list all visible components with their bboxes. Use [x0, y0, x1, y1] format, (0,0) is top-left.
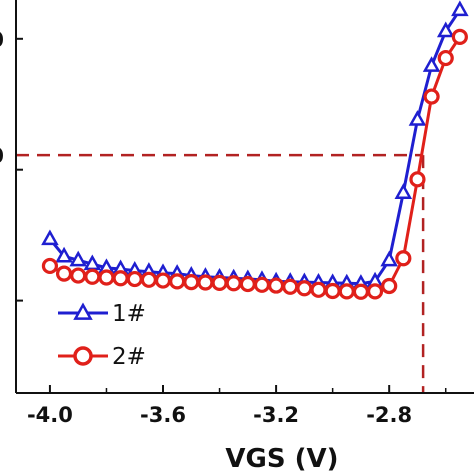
data-point-2-14 — [239, 275, 256, 293]
data-point-2-4 — [98, 269, 115, 286]
data-point-2-20 — [324, 282, 341, 300]
data-point-2-0 — [41, 257, 59, 275]
data-point-1-1 — [55, 246, 73, 263]
data-point-2-13 — [225, 275, 242, 292]
data-point-2-5 — [112, 270, 129, 287]
data-point-1-0 — [41, 229, 59, 246]
series-1 — [41, 0, 469, 290]
data-point-2-8 — [154, 272, 172, 289]
data-point-2-23 — [366, 283, 384, 300]
legend-label-1: 1# — [112, 301, 146, 327]
data-point-1-26 — [408, 110, 427, 126]
reference-lines — [16, 153, 425, 393]
legend-marker-circle — [73, 346, 93, 366]
y-tick-label-0: 0 — [0, 28, 4, 52]
data-point-2-26 — [409, 171, 426, 188]
data-point-2-18 — [296, 280, 313, 297]
data-point-2-9 — [169, 273, 186, 290]
data-point-1-28 — [436, 21, 455, 38]
data-point-2-28 — [437, 49, 454, 67]
data-point-2-15 — [253, 276, 271, 293]
x-axis-title: VGS (V) — [225, 444, 338, 474]
data-point-2-25 — [395, 250, 412, 267]
data-point-2-24 — [381, 277, 398, 295]
data-point-2-21 — [338, 283, 355, 300]
x-tick-label-3: -2.8 — [366, 403, 412, 427]
legend-marker-triangle — [73, 302, 93, 320]
data-point-1-3 — [83, 254, 102, 271]
legend-item-1: 1# — [58, 301, 146, 327]
series-line-1 — [48, 9, 462, 286]
data-point-2-12 — [211, 274, 228, 291]
data-point-1-27 — [422, 56, 441, 72]
data-point-2-6 — [126, 270, 143, 288]
y-tick-label-1: 0 — [0, 144, 4, 168]
data-point-1-2 — [69, 250, 87, 267]
data-point-2-17 — [282, 278, 299, 295]
x-tick-label-1: -3.6 — [140, 403, 186, 427]
data-point-2-2 — [70, 267, 87, 284]
data-point-2-22 — [352, 283, 370, 300]
legend: 1# 2# — [58, 301, 146, 370]
data-point-2-10 — [183, 274, 200, 291]
series-layer — [41, 0, 469, 300]
data-point-2-27 — [423, 88, 440, 105]
series-2 — [41, 28, 468, 300]
data-point-1-29 — [451, 0, 469, 17]
data-point-2-19 — [310, 281, 327, 298]
data-point-2-3 — [84, 268, 101, 285]
data-point-2-7 — [140, 271, 157, 288]
legend-item-2: 2# — [58, 344, 146, 370]
data-point-2-1 — [55, 265, 73, 282]
x-tick-label-2: -3.2 — [253, 403, 299, 427]
data-point-2-16 — [267, 277, 285, 294]
legend-label-2: 2# — [112, 344, 146, 370]
x-tick-label-0: -4.0 — [27, 403, 73, 427]
data-point-1-25 — [394, 183, 413, 199]
data-point-2-11 — [197, 274, 214, 291]
data-point-1-24 — [380, 250, 398, 267]
data-point-2-29 — [451, 28, 468, 45]
